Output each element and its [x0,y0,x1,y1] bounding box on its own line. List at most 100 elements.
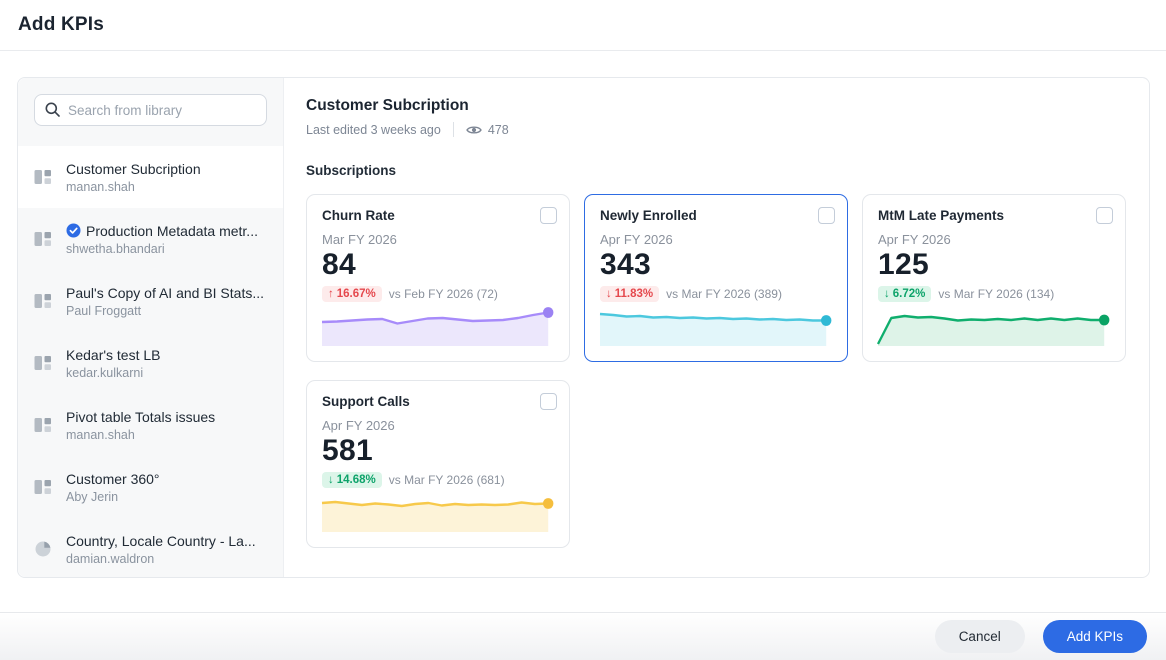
kpi-delta-badge: ↓ 14.68% [322,472,382,488]
kpi-period: Apr FY 2026 [600,232,673,247]
kpi-comparison: vs Feb FY 2026 (72) [388,287,498,301]
sparkline [599,304,832,348]
library-list: Customer Subcription manan.shah Producti… [18,146,283,577]
add-kpis-button[interactable]: Add KPIs [1042,620,1147,653]
dashboard-icon [34,356,51,370]
library-list-item[interactable]: Customer 360° Aby Jerin [18,456,283,518]
delta-percent: 14.68% [336,474,376,486]
kpi-card[interactable]: Newly Enrolled Apr FY 2026 343 ↓ 11.83% … [584,194,848,362]
kpi-card[interactable]: Churn Rate Mar FY 2026 84 ↑ 16.67% vs Fe… [306,194,570,362]
delta-percent: 16.67% [336,288,376,300]
kpi-title: Support Calls [322,394,410,409]
kpi-title: MtM Late Payments [878,208,1005,223]
kpi-delta-row: ↓ 11.83% vs Mar FY 2026 (389) [600,286,832,302]
library-item-title: Country, Locale Country - La... [66,532,256,549]
kpi-value: 343 [600,248,651,281]
pie-chart-icon [35,541,51,557]
library-list-item[interactable]: Kedar's test LB kedar.kulkarni [18,332,283,394]
sparkline [321,490,554,534]
dashboard-title: Customer Subcription [306,97,469,114]
dashboard-icon [34,232,51,246]
verified-badge-icon [66,223,81,238]
kpi-checkbox[interactable] [540,207,557,224]
library-item-title: Paul's Copy of AI and BI Stats... [66,284,265,301]
kpi-value: 125 [878,248,929,281]
sparkline [876,304,1110,348]
kpi-card[interactable]: MtM Late Payments Apr FY 2026 125 ↓ 6.72… [862,194,1126,362]
kpi-checkbox[interactable] [540,393,557,410]
library-item-owner: kedar.kulkarni [66,365,144,380]
library-item-owner: damian.waldron [66,551,155,566]
delta-arrow-icon: ↓ [328,474,334,486]
kpi-delta-row: ↓ 14.68% vs Mar FY 2026 (681) [322,472,554,488]
kpi-delta-badge: ↓ 6.72% [878,286,932,302]
library-item-owner: manan.shah [66,427,135,442]
kpi-period: Mar FY 2026 [322,232,397,247]
dashboard-meta: Last edited 3 weeks ago 478 [306,122,1126,137]
library-item-title: Customer Subcription [66,160,201,177]
cancel-button[interactable]: Cancel [934,620,1025,653]
kpi-library-panel: Customer Subcription manan.shah Producti… [17,77,1150,578]
kpi-value: 581 [322,434,373,467]
library-item-owner: Paul Froggatt [66,303,142,318]
library-item-owner: shwetha.bhandari [66,241,165,256]
delta-percent: 6.72% [892,288,926,300]
dashboard-icon [34,418,51,432]
kpi-card[interactable]: Support Calls Apr FY 2026 581 ↓ 14.68% v… [306,380,570,548]
view-count-value: 478 [487,122,509,137]
kpi-card-grid: Churn Rate Mar FY 2026 84 ↑ 16.67% vs Fe… [306,194,1126,548]
view-count: 478 [465,122,509,137]
meta-divider [452,122,454,137]
dashboard-icon [34,170,51,184]
kpi-comparison: vs Mar FY 2026 (389) [666,287,782,301]
eye-icon [465,125,482,134]
library-item-owner: manan.shah [66,179,135,194]
library-list-item[interactable]: Production Metadata metr... shwetha.bhan… [18,208,283,270]
kpi-delta-row: ↑ 16.67% vs Feb FY 2026 (72) [322,286,554,302]
library-detail: Customer Subcription Last edited 3 weeks… [284,78,1149,577]
library-sidebar: Customer Subcription manan.shah Producti… [18,78,284,577]
library-item-text: Country, Locale Country - La... damian.w… [66,533,256,566]
dashboard-icon [34,294,51,308]
kpi-comparison: vs Mar FY 2026 (681) [388,473,505,487]
library-item-title: Kedar's test LB [66,346,161,363]
delta-arrow-icon: ↓ [606,288,612,300]
last-edited-label: Last edited 3 weeks ago [306,122,441,137]
kpi-checkbox[interactable] [818,207,835,224]
library-item-owner: Aby Jerin [66,489,119,504]
search-icon [45,102,60,117]
kpi-comparison: vs Mar FY 2026 (134) [938,287,1055,301]
library-item-text: Paul's Copy of AI and BI Stats... Paul F… [66,285,264,318]
library-item-title: Customer 360° [66,470,160,487]
kpi-checkbox[interactable] [1096,207,1113,224]
library-list-item[interactable]: Country, Locale Country - La... damian.w… [18,518,283,577]
dialog-header: Add KPIs [0,0,1166,51]
library-item-title: Pivot table Totals issues [66,408,216,425]
library-item-text: Production Metadata metr... shwetha.bhan… [66,223,258,256]
delta-percent: 11.83% [614,288,654,300]
library-item-text: Kedar's test LB kedar.kulkarni [66,347,161,380]
library-item-title: Production Metadata metr... [86,222,258,239]
kpi-delta-badge: ↑ 16.67% [322,286,382,302]
kpi-title: Newly Enrolled [600,208,697,223]
sparkline [321,304,554,348]
kpi-period: Apr FY 2026 [878,232,951,247]
library-list-item[interactable]: Pivot table Totals issues manan.shah [18,394,283,456]
library-item-text: Customer 360° Aby Jerin [66,471,160,504]
kpi-delta-row: ↓ 6.72% vs Mar FY 2026 (134) [878,286,1110,302]
library-list-item[interactable]: Customer Subcription manan.shah [18,146,283,208]
section-title: Subscriptions [306,163,397,178]
delta-arrow-icon: ↓ [884,288,890,300]
kpi-value: 84 [322,248,356,281]
dashboard-icon [34,480,51,494]
library-item-text: Pivot table Totals issues manan.shah [66,409,215,442]
search-box [34,94,267,126]
search-input[interactable] [34,94,267,126]
library-list-item[interactable]: Paul's Copy of AI and BI Stats... Paul F… [18,270,283,332]
kpi-title: Churn Rate [322,208,395,223]
library-item-text: Customer Subcription manan.shah [66,161,201,194]
kpi-delta-badge: ↓ 11.83% [600,286,660,302]
kpi-period: Apr FY 2026 [322,418,395,433]
delta-arrow-icon: ↑ [328,288,334,300]
page-title: Add KPIs [18,14,105,35]
